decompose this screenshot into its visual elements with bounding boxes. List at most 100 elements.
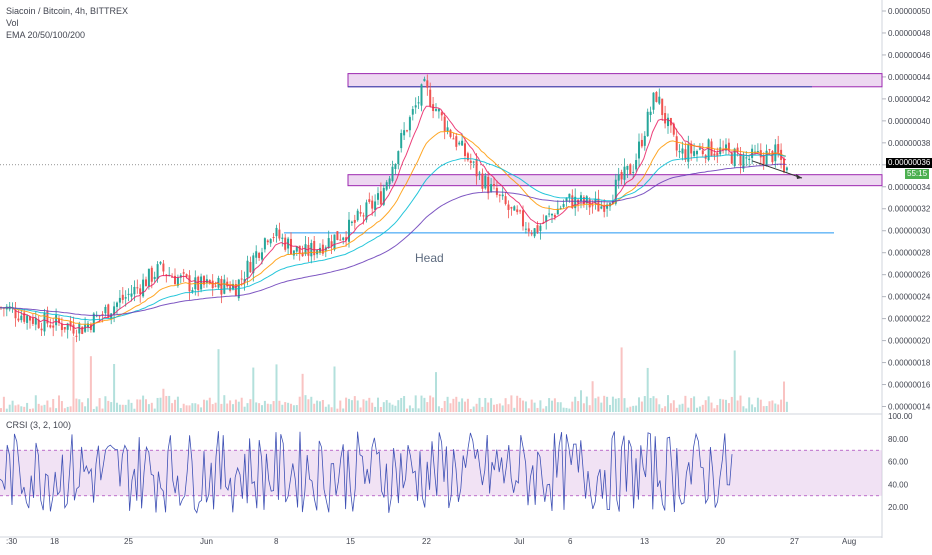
candle-body [466,153,469,161]
volume-bar [243,406,246,412]
volume-bar [765,406,768,412]
candle-body [449,129,452,137]
candle-body [614,179,617,204]
candle-body [519,210,522,212]
crsi-legend[interactable]: CRSI (3, 2, 100) [6,420,72,430]
volume-bar [426,402,429,412]
volume-bar [339,400,342,412]
candle-body [104,306,107,314]
volume-bar [661,408,664,412]
candle-body [730,152,733,164]
symbol-title[interactable]: Siacoin / Bitcoin, 4h, BITTREX [6,6,129,16]
candle-body [568,193,571,198]
volume-bar [301,373,304,412]
price-tick-label: 0.00000014 [888,403,931,412]
candle-body [353,220,356,223]
volume-bar [40,405,43,412]
volume-bar [191,403,194,412]
volume-bar [469,408,472,412]
candle-body [66,323,69,330]
volume-bar [603,395,606,412]
volume-bar [116,402,118,412]
volume-bar [75,398,78,412]
volume-bar [652,396,655,412]
candle-body [713,153,716,156]
candle-body [426,80,429,88]
volume-bar [107,400,110,412]
candle-body [394,164,397,169]
volume-bar [382,402,385,412]
volume-bar [713,408,716,412]
candle-body [551,213,553,216]
volume-bar [600,402,603,412]
volume-bar [266,403,269,412]
volume-bar [513,407,516,412]
ema-label[interactable]: EMA 20/50/100/200 [6,30,86,40]
candle-body [756,151,759,153]
volume-bar [704,400,707,412]
volume-bar [281,404,284,412]
candle-body [745,157,748,159]
candle-body [368,199,371,202]
candle-body [420,84,423,106]
candle-body [759,150,762,158]
volume-bar [696,407,698,412]
candle-body [490,184,493,192]
volume-bar [597,396,600,412]
candle-body [29,316,31,321]
volume-label[interactable]: Vol [6,18,19,28]
price-tick-label: 0.00000018 [888,359,931,368]
candle-body [153,276,156,280]
volume-bar [290,403,292,412]
projection-arrow [751,160,803,179]
volume-bar [626,407,629,412]
candle-body [408,117,411,131]
candle-body [600,206,603,209]
candle-body [548,213,551,215]
volume-bar [667,395,669,412]
volume-bar [275,364,278,412]
volume-bar [130,402,133,412]
volume-bar [388,402,391,412]
volume-bar [768,401,771,412]
candle-body [446,127,449,132]
candle-body [37,319,40,329]
volume-bar [34,395,37,412]
candle-body [461,140,464,146]
candle-body [133,286,136,295]
volume-bar [411,408,414,412]
volume-bar [556,402,559,412]
time-axis-label: :30 [6,537,18,546]
volume-bar [255,402,258,412]
candle-body [113,306,116,315]
volume-bar [629,406,632,412]
volume-bar [553,398,556,412]
volume-bar [539,400,542,412]
candle-body [310,242,313,257]
candle-body [698,148,701,150]
candle-body [232,283,234,290]
candle-body [565,198,568,202]
volume-bar [423,397,426,412]
candle-body [765,150,768,167]
candle-body [458,142,461,145]
volume-bar [249,399,252,412]
candle-body [522,210,524,227]
volume-bar [658,404,661,412]
volume-bar [110,402,113,412]
volume-bar [748,397,751,412]
volume-bar [49,407,52,412]
candle-body [672,123,675,135]
volume-bar [785,401,788,412]
candle-body [81,326,84,334]
time-axis-label: 22 [422,537,431,546]
volume-bar [66,406,69,412]
volume-bar [95,406,98,412]
volume-bar [620,347,623,412]
candle-body [771,151,774,163]
volume-bar [377,397,379,412]
volume-bar [669,403,672,412]
candle-body [371,200,374,209]
